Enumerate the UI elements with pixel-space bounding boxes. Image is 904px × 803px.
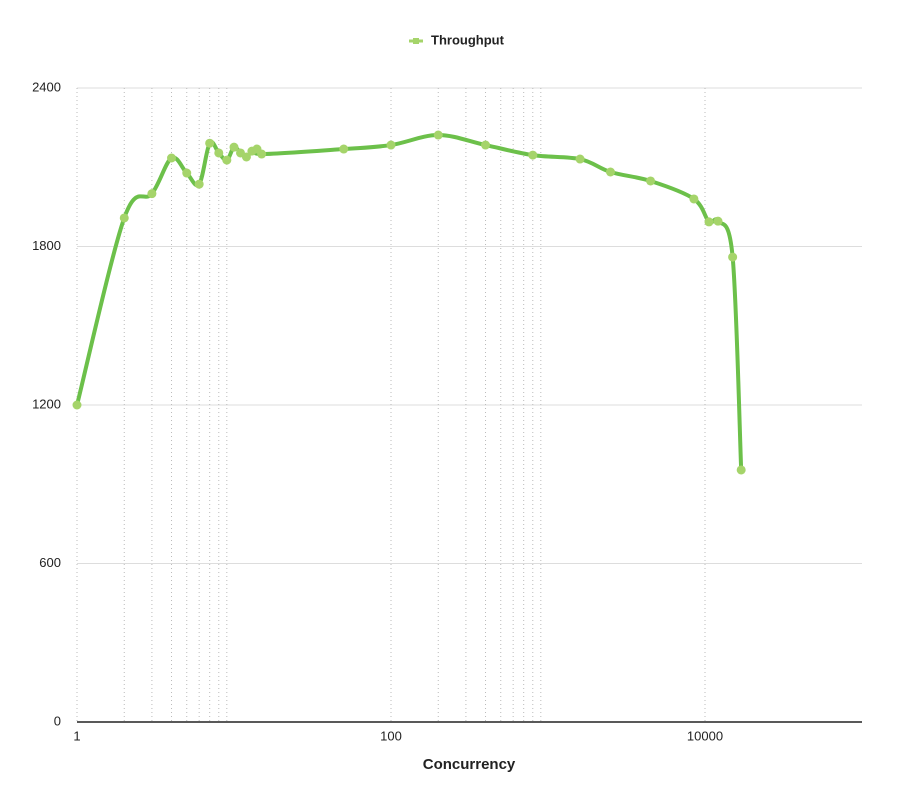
- point: [182, 168, 192, 178]
- point: [205, 138, 215, 148]
- point: [736, 465, 746, 475]
- x-tick-label: 100: [380, 728, 402, 743]
- line: [75, 133, 744, 471]
- point: [575, 154, 585, 164]
- legend-marker: [413, 38, 419, 44]
- point: [689, 194, 699, 204]
- point: [119, 213, 129, 223]
- point: [339, 144, 349, 154]
- y-tick-label: 600: [39, 555, 61, 570]
- point: [704, 217, 714, 227]
- point: [646, 176, 656, 186]
- point: [713, 216, 723, 226]
- point: [605, 167, 615, 177]
- point: [386, 140, 396, 150]
- y-tick-label: 1200: [32, 396, 61, 411]
- x-tick-label: 10000: [687, 728, 723, 743]
- y-tick-label: 1800: [32, 238, 61, 253]
- point: [194, 179, 204, 189]
- point: [241, 152, 251, 162]
- y-tick-label: 0: [54, 713, 61, 728]
- point: [528, 150, 538, 160]
- point: [147, 189, 157, 199]
- point: [214, 148, 224, 158]
- x-tick-label: 1: [73, 728, 80, 743]
- x-axis-title: Concurrency: [423, 756, 516, 773]
- legend-label: Throughput: [431, 32, 505, 47]
- point: [481, 140, 491, 150]
- point: [257, 149, 267, 159]
- point: [167, 153, 177, 163]
- point: [222, 155, 232, 165]
- point: [229, 142, 239, 152]
- point: [728, 252, 738, 262]
- y-tick-label: 2400: [32, 79, 61, 94]
- point: [433, 130, 443, 140]
- point: [72, 400, 82, 410]
